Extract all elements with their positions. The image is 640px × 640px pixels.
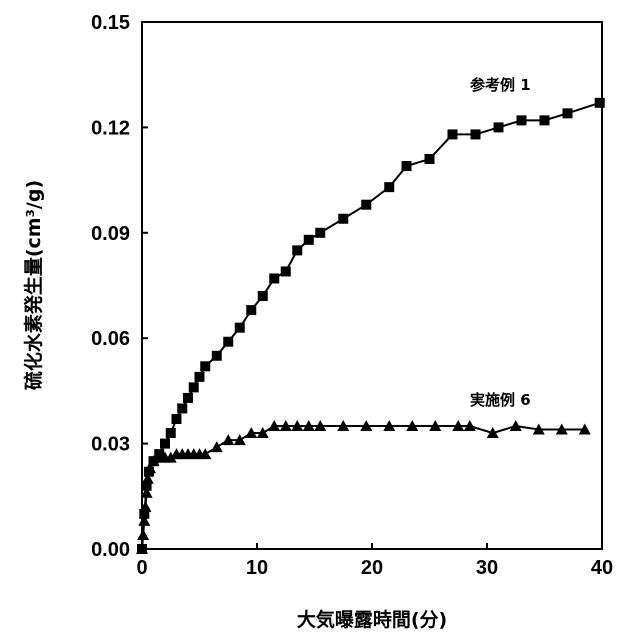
y-tick-label: 0.03: [91, 434, 130, 456]
data-point-triangle: [233, 434, 246, 446]
data-point-square: [470, 129, 481, 140]
data-point-triangle: [210, 441, 223, 453]
data-point-square: [361, 199, 372, 210]
x-tick-label: 30: [476, 557, 498, 579]
annotation-example-6: 実施例 6: [470, 391, 531, 409]
data-point-triangle: [406, 420, 419, 432]
data-point-triangle: [245, 427, 258, 439]
data-point-triangle: [291, 420, 304, 432]
data-point-triangle: [383, 420, 396, 432]
data-point-triangle: [137, 528, 150, 540]
data-point-square: [246, 305, 257, 316]
data-point-triangle: [144, 462, 157, 474]
data-point-square: [539, 115, 550, 126]
data-point-square: [315, 227, 326, 238]
plot-frame: [141, 21, 603, 550]
data-point-square: [424, 154, 435, 165]
data-point-triangle: [578, 423, 591, 435]
data-point-square: [165, 428, 176, 439]
data-point-triangle: [463, 420, 476, 432]
data-point-square: [384, 182, 395, 193]
data-point-square: [160, 438, 170, 449]
data-point-triangle: [199, 448, 212, 460]
data-point-square: [292, 245, 303, 256]
annotation-reference-1: 参考例 1: [470, 76, 531, 94]
data-point-triangle: [302, 420, 315, 432]
data-point-square: [447, 129, 458, 140]
data-point-triangle: [141, 472, 154, 484]
data-point-square: [223, 336, 234, 347]
data-point-square: [401, 161, 412, 172]
y-tick-label: 0.06: [91, 328, 130, 350]
y-tick-label: 0.00: [91, 539, 130, 561]
data-point-triangle: [509, 420, 522, 432]
data-point-square: [194, 371, 205, 382]
y-tick-label: 0.12: [91, 117, 130, 139]
data-point-triangle: [486, 427, 499, 439]
data-point-triangle: [164, 451, 177, 463]
x-axis-label: 大気曝露時間(分): [297, 608, 447, 631]
y-tick-label: 0.15: [91, 12, 130, 34]
data-point-square: [280, 266, 291, 277]
data-point-triangle: [452, 420, 465, 432]
data-point-triangle: [314, 420, 327, 432]
data-point-triangle: [147, 455, 160, 467]
data-point-square: [234, 322, 245, 333]
data-point-square: [183, 392, 193, 403]
data-point-triangle: [222, 434, 235, 446]
data-point-triangle: [555, 423, 568, 435]
data-point-triangle: [268, 420, 281, 432]
data-point-square: [303, 234, 314, 245]
data-point-triangle: [138, 514, 151, 526]
data-point-square: [562, 108, 573, 119]
data-point-triangle: [140, 486, 153, 498]
data-point-square: [493, 122, 504, 133]
data-point-triangle: [337, 420, 350, 432]
series-example-6: [136, 420, 591, 554]
data-point-square: [188, 382, 199, 393]
data-point-square: [211, 350, 222, 361]
x-tick-label: 10: [246, 557, 268, 579]
data-point-square: [171, 414, 182, 425]
data-point-square: [200, 361, 211, 372]
data-point-square: [338, 213, 349, 224]
x-tick-label: 20: [361, 557, 383, 579]
data-point-triangle: [279, 420, 292, 432]
y-axis-label: 硫化水素発生量(cm³/g): [22, 180, 45, 390]
data-point-square: [594, 97, 605, 108]
data-point-square: [269, 273, 280, 284]
series-reference-1: [137, 97, 605, 554]
x-tick-label: 40: [591, 557, 613, 579]
data-point-triangle: [429, 420, 442, 432]
data-point-square: [257, 291, 268, 302]
series-line: [141, 101, 601, 550]
data-point-triangle: [136, 543, 148, 554]
data-point-triangle: [360, 420, 373, 432]
data-point-triangle: [256, 427, 269, 439]
data-point-triangle: [532, 423, 545, 435]
y-tick-label: 0.09: [91, 223, 130, 245]
x-tick-label: 0: [136, 557, 147, 579]
data-point-square: [177, 403, 188, 414]
data-point-triangle: [139, 500, 152, 512]
series-line: [141, 425, 585, 550]
data-point-square: [516, 115, 527, 126]
